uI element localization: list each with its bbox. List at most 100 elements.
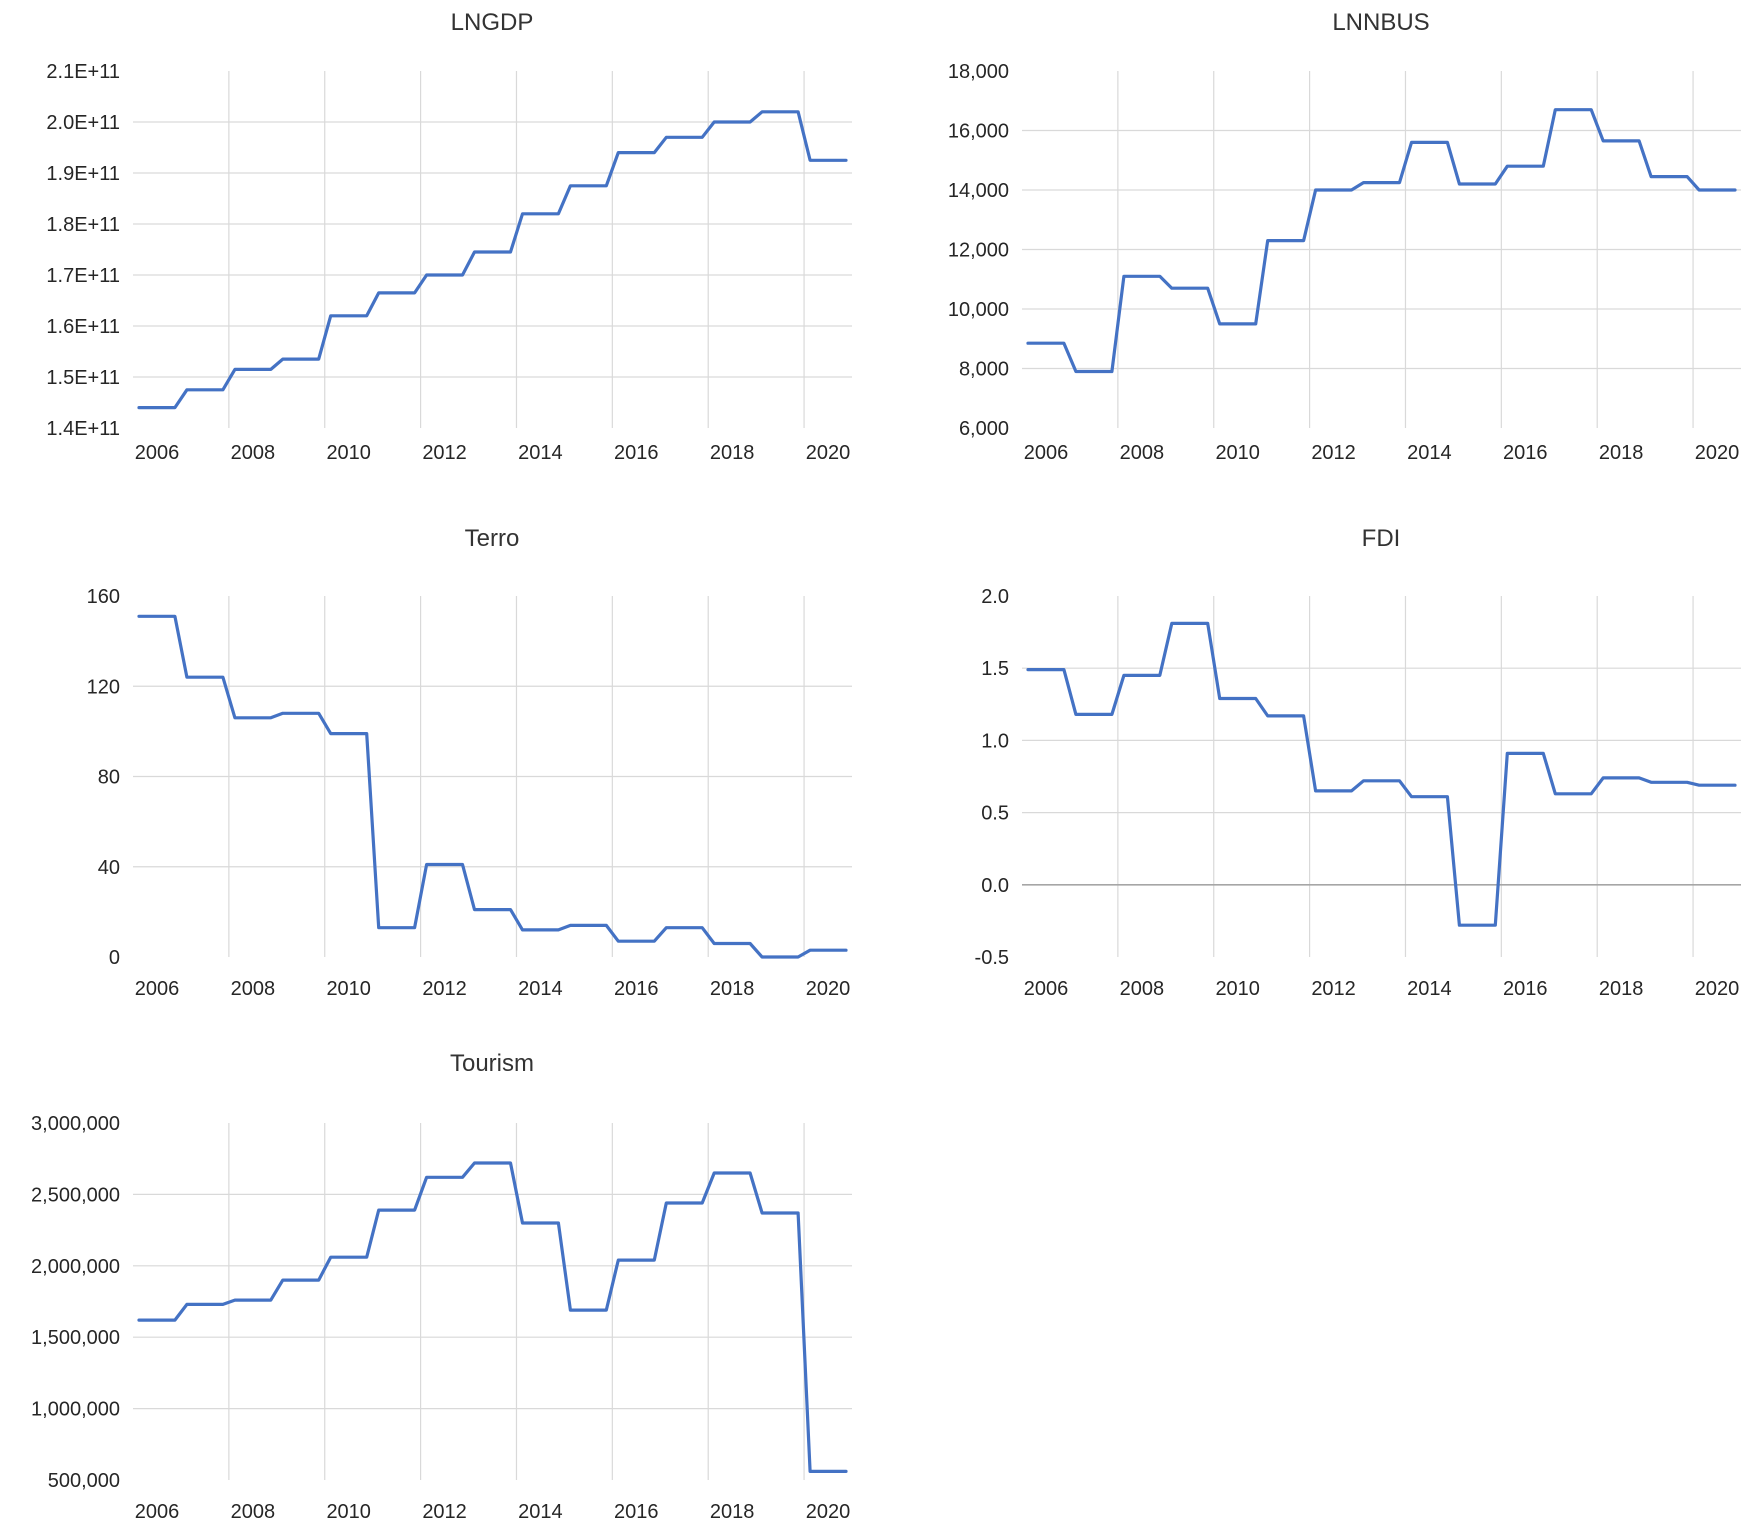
y-axis-labels: 6,000 8,000 10,000 12,000 14,000 16,000 18,000 — [948, 61, 1009, 440]
x-tick-label: 2008 — [231, 442, 276, 464]
x-tick-label: 2014 — [518, 1501, 563, 1521]
y-gridlines — [133, 1193, 852, 1410]
y-gridlines — [1022, 667, 1741, 886]
x-tick-label: 2018 — [710, 1501, 755, 1521]
y-tick-label: 0.0 — [981, 875, 1009, 897]
x-tick-label: 2018 — [1599, 442, 1644, 464]
y-tick-label: -0.5 — [975, 947, 1009, 969]
x-tick-label: 2020 — [806, 442, 851, 464]
x-tick-label: 2016 — [1503, 978, 1548, 1000]
y-tick-label: 500,000 — [48, 1470, 120, 1492]
x-tick-label: 2010 — [326, 442, 371, 464]
x-axis-labels: 2006 2008 2010 2012 2014 2016 2018 2020 — [135, 978, 851, 1000]
x-tick-label: 2010 — [1215, 442, 1260, 464]
y-gridlines — [133, 685, 852, 868]
y-tick-label: 160 — [87, 586, 120, 608]
y-tick-label: 6,000 — [959, 418, 1009, 440]
x-tick-label: 2018 — [710, 978, 755, 1000]
y-tick-label: 2,000,000 — [31, 1256, 120, 1278]
chart-panel-tourism: 500,000 1,000,000 1,500,000 2,000,000 2,500,… — [31, 1113, 852, 1521]
x-tick-label: 2012 — [422, 442, 467, 464]
x-tick-label: 2016 — [614, 442, 659, 464]
y-tick-label: 2,500,000 — [31, 1184, 120, 1206]
x-gridlines — [228, 71, 805, 428]
y-tick-label: 1.5E+11 — [46, 367, 120, 389]
y-tick-label: 12,000 — [948, 240, 1009, 262]
x-axis-labels: 2006 2008 2010 2012 2014 2016 2018 2020 — [1024, 442, 1740, 464]
y-gridlines — [133, 121, 852, 378]
y-tick-label: 40 — [98, 857, 120, 879]
x-tick-label: 2020 — [806, 1501, 851, 1521]
y-tick-label: 0 — [109, 947, 120, 969]
chart-title-fdi: FDI — [1362, 525, 1401, 552]
y-tick-label: 10,000 — [948, 299, 1009, 321]
x-tick-label: 2008 — [1120, 442, 1165, 464]
y-tick-label: 1.4E+11 — [46, 418, 120, 440]
y-axis-labels: -0.5 0.0 0.5 1.0 1.5 2.0 — [975, 586, 1009, 969]
y-tick-label: 8,000 — [959, 359, 1009, 381]
y-tick-label: 1.6E+11 — [46, 316, 120, 338]
x-axis-labels: 2006 2008 2010 2012 2014 2016 2018 2020 — [135, 442, 851, 464]
x-tick-label: 2014 — [518, 442, 563, 464]
x-tick-label: 2012 — [1311, 978, 1356, 1000]
y-axis-labels: 0 40 80 120 160 — [87, 586, 120, 969]
x-tick-label: 2014 — [1407, 442, 1452, 464]
x-tick-label: 2016 — [1503, 442, 1548, 464]
series-line-lnnbus — [1026, 108, 1737, 374]
y-tick-label: 1,000,000 — [31, 1399, 120, 1421]
x-tick-label: 2012 — [1311, 442, 1356, 464]
series-line-terro — [137, 614, 848, 959]
x-tick-label: 2020 — [806, 978, 851, 1000]
x-tick-label: 2016 — [614, 1501, 659, 1521]
y-axis-labels: 500,000 1,000,000 1,500,000 2,000,000 2,500,… — [31, 1113, 120, 1492]
x-tick-label: 2014 — [1407, 978, 1452, 1000]
y-axis-labels: 1.4E+11 1.5E+11 1.6E+11 1.7E+11 1.8E+11 1.9E+… — [46, 61, 120, 440]
x-tick-label: 2020 — [1695, 978, 1740, 1000]
x-tick-label: 2012 — [422, 1501, 467, 1521]
x-tick-label: 2010 — [1215, 978, 1260, 1000]
x-tick-label: 2008 — [231, 978, 276, 1000]
chart-title-terro: Terro — [465, 525, 520, 552]
y-tick-label: 0.5 — [981, 803, 1009, 825]
chart-title-lngdp: LNGDP — [451, 9, 534, 36]
series-line-fdi — [1026, 621, 1737, 927]
x-axis-labels: 2006 2008 2010 2012 2014 2016 2018 2020 — [1024, 978, 1740, 1000]
y-tick-label: 2.1E+11 — [46, 61, 120, 83]
x-gridlines — [228, 1123, 805, 1480]
y-tick-label: 14,000 — [948, 180, 1009, 202]
x-tick-label: 2014 — [518, 978, 563, 1000]
x-tick-label: 2008 — [1120, 978, 1165, 1000]
y-tick-label: 1.8E+11 — [46, 214, 120, 236]
x-tick-label: 2006 — [135, 978, 180, 1000]
y-tick-label: 1.0 — [981, 730, 1009, 752]
x-tick-label: 2018 — [710, 442, 755, 464]
x-tick-label: 2020 — [1695, 442, 1740, 464]
x-tick-label: 2008 — [231, 1501, 276, 1521]
x-tick-label: 2012 — [422, 978, 467, 1000]
x-tick-label: 2018 — [1599, 978, 1644, 1000]
chart-panel-lngdp: 1.4E+11 1.5E+11 1.6E+11 1.7E+11 1.8E+11 1.9E+… — [46, 61, 852, 464]
series-line-tourism — [137, 1161, 848, 1474]
x-tick-label: 2016 — [614, 978, 659, 1000]
chart-title-lnnbus: LNNBUS — [1332, 9, 1429, 36]
y-tick-label: 1.9E+11 — [46, 163, 120, 185]
y-tick-label: 2.0E+11 — [46, 112, 120, 134]
y-tick-label: 120 — [87, 676, 120, 698]
y-tick-label: 3,000,000 — [31, 1113, 120, 1135]
charts-group: 1.4E+11 1.5E+11 1.6E+11 1.7E+11 1.8E+11 1.9E+… — [31, 61, 1741, 1521]
x-axis-labels: 2006 2008 2010 2012 2014 2016 2018 2020 — [135, 1501, 851, 1521]
x-gridlines — [1117, 596, 1694, 957]
chart-panel-lnnbus: 6,000 8,000 10,000 12,000 14,000 16,000 18,000… — [948, 61, 1741, 464]
y-gridlines — [1022, 129, 1741, 370]
x-tick-label: 2010 — [326, 1501, 371, 1521]
y-tick-label: 18,000 — [948, 61, 1009, 83]
y-tick-label: 16,000 — [948, 121, 1009, 143]
y-tick-label: 1,500,000 — [31, 1327, 120, 1349]
series-line-lngdp — [137, 110, 848, 410]
chart-title-tourism: Tourism — [450, 1050, 534, 1077]
x-tick-label: 2006 — [1024, 978, 1069, 1000]
y-tick-label: 1.5 — [981, 658, 1009, 680]
